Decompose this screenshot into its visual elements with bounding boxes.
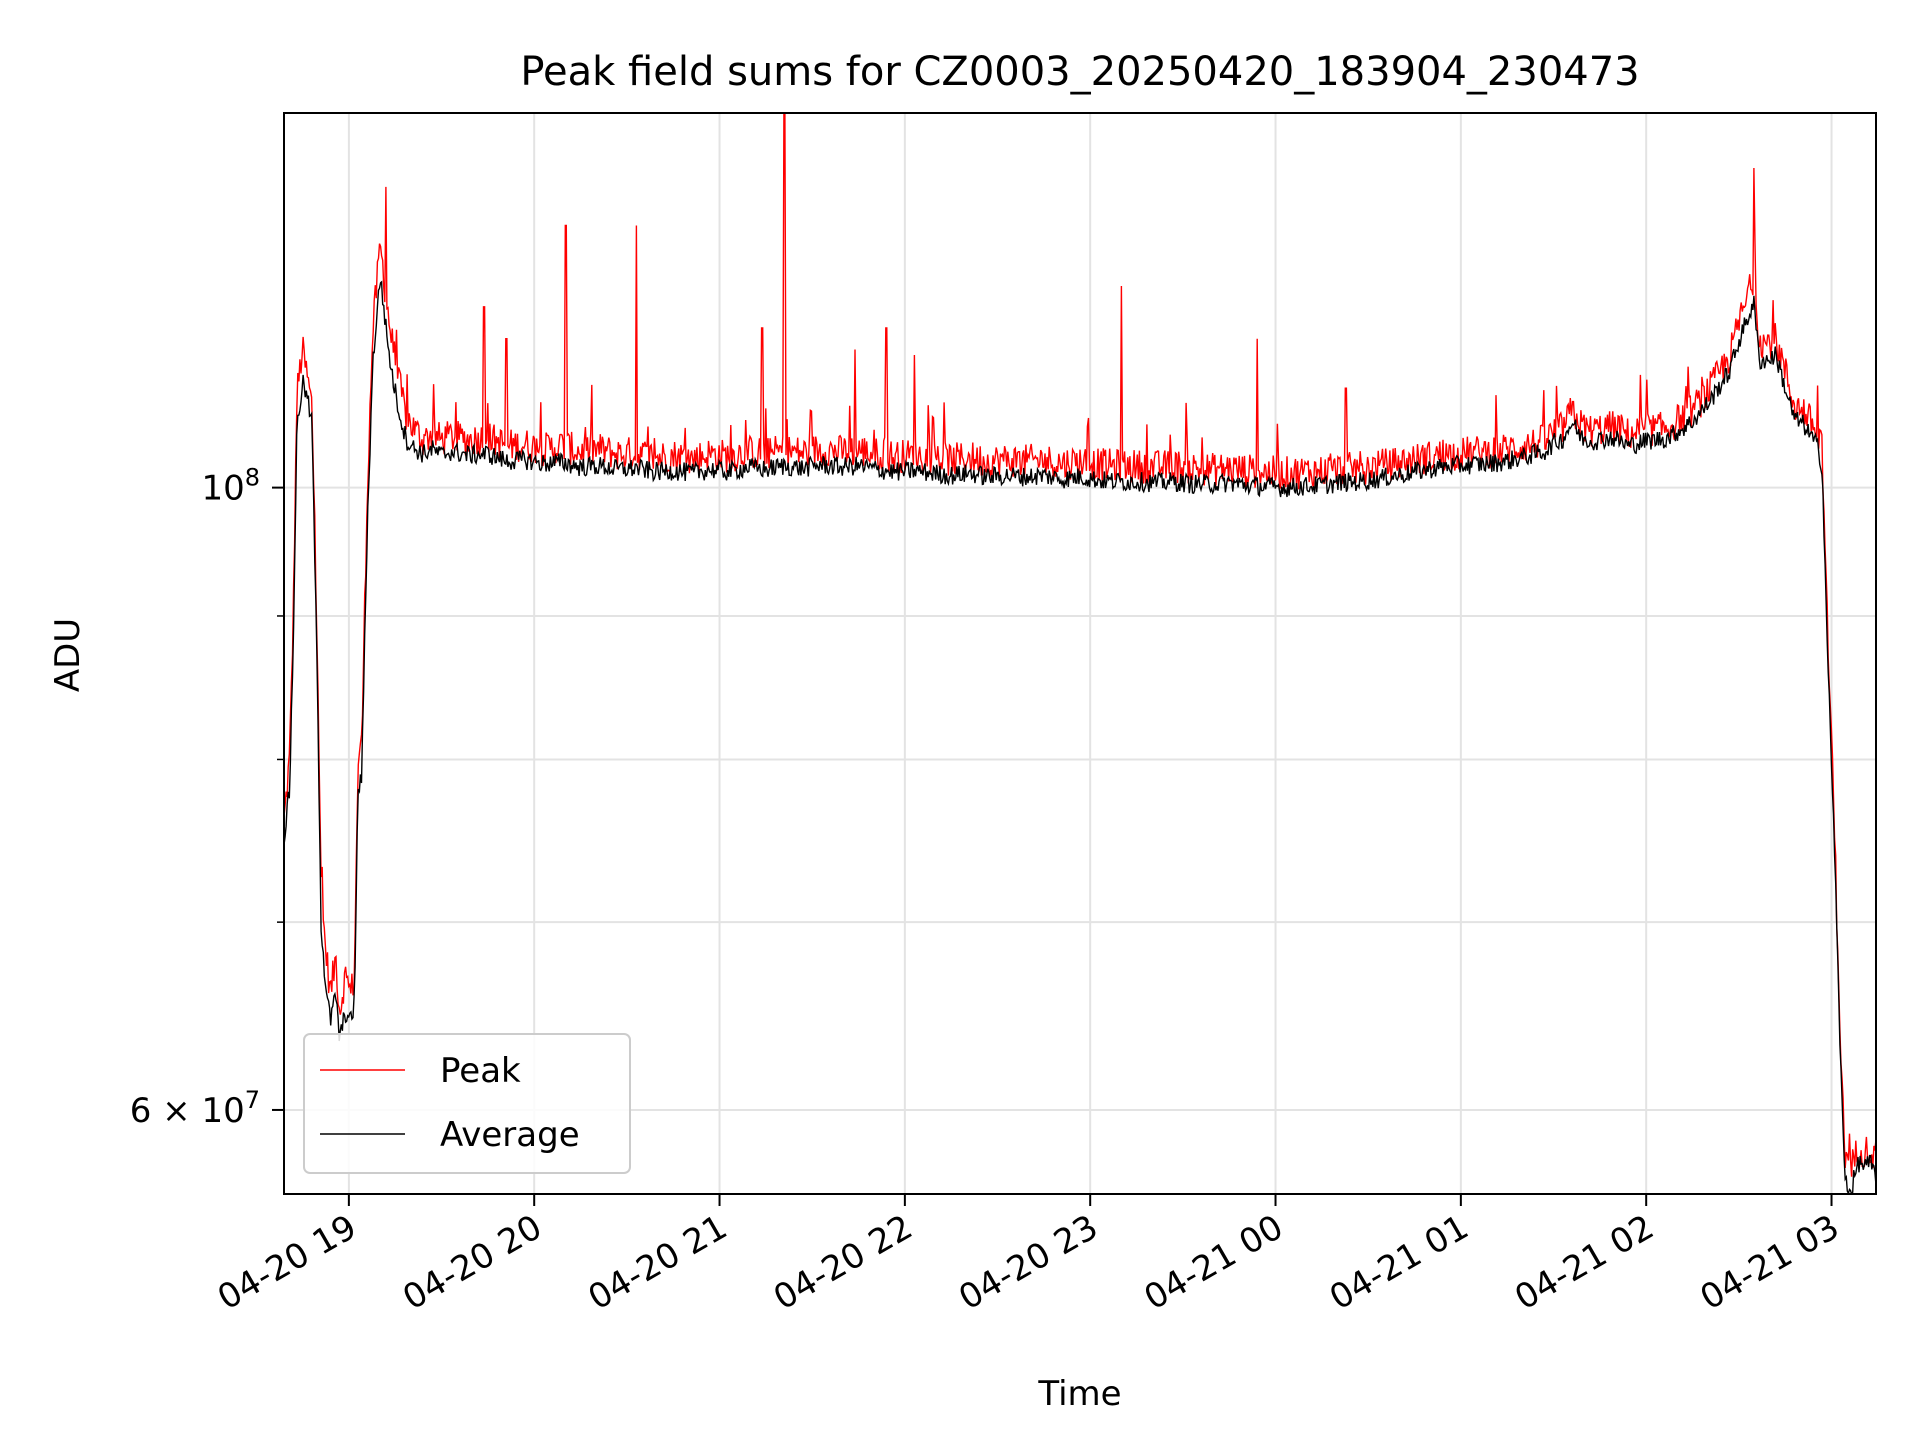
series-line-average xyxy=(284,280,1876,1194)
legend: Peak Average xyxy=(303,1033,631,1174)
y-tick-label: 6 × 107 xyxy=(130,1086,260,1131)
x-axis-label: Time xyxy=(1037,1374,1121,1414)
chart-title: Peak field sums for CZ0003_20250420_1839… xyxy=(520,49,1639,95)
legend-box xyxy=(303,1033,631,1174)
legend-label-peak: Peak xyxy=(440,1051,521,1091)
y-axis-label: ADU xyxy=(48,618,88,692)
grid-layer xyxy=(284,113,1876,1194)
plot-area-frame xyxy=(283,112,1877,1195)
series-layer xyxy=(284,113,1876,1194)
y-tick-label: 108 xyxy=(201,464,260,509)
legend-label-average: Average xyxy=(440,1115,580,1155)
